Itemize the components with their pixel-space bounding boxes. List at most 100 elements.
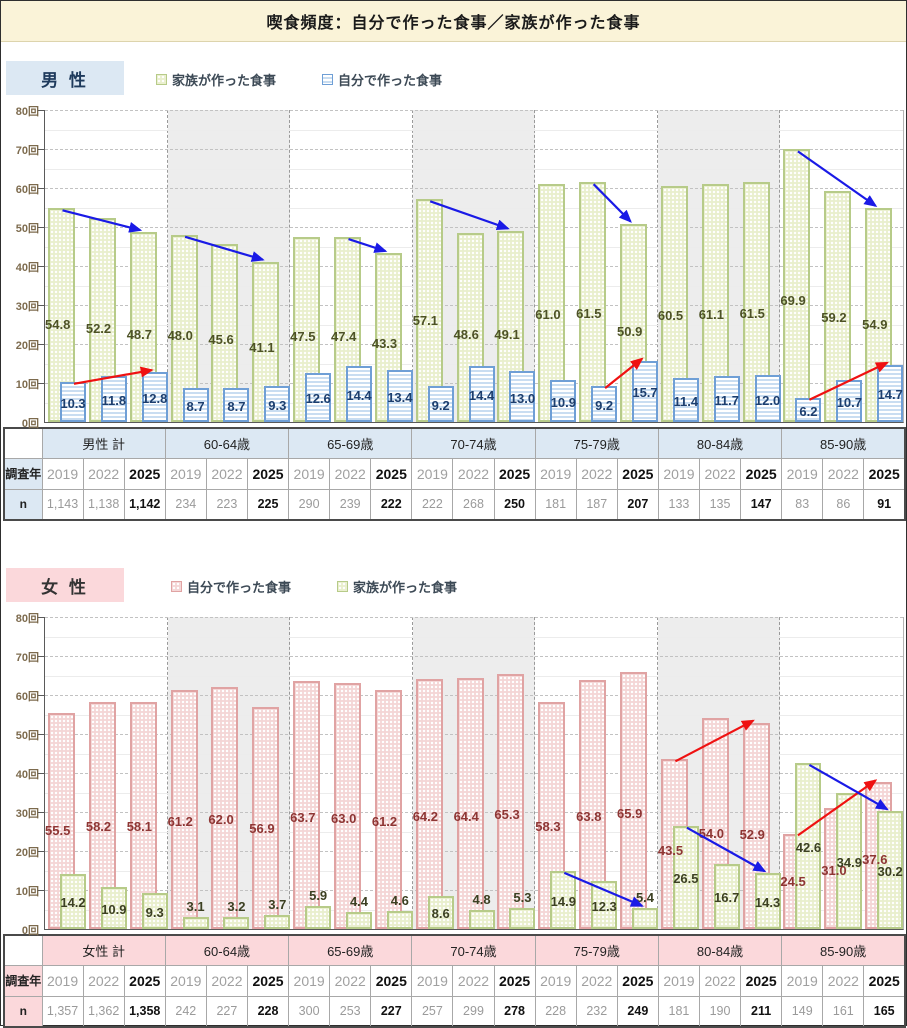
bar-value-label: 11.8 xyxy=(101,393,127,408)
axis-tickmark xyxy=(38,344,44,345)
bar-family xyxy=(346,911,372,929)
bar-value-label: 62.0 xyxy=(208,812,234,827)
year-cell: 2022 xyxy=(329,964,372,997)
category-header-cell: 女性 計 xyxy=(41,934,166,966)
bar-self xyxy=(456,677,484,929)
year-cell: 2022 xyxy=(329,457,372,490)
axis-tickmark xyxy=(38,188,44,189)
year-cell: 2025 xyxy=(370,457,413,490)
bar-self xyxy=(252,707,280,929)
bar-self xyxy=(497,674,525,929)
bar-self xyxy=(386,369,413,422)
axis-tickmark xyxy=(38,851,44,852)
year-cell: 2022 xyxy=(698,457,742,490)
year-cell: 2019 xyxy=(288,457,331,490)
category-header-cell: 75-79歳 xyxy=(534,427,659,459)
n-value-cell: 257 xyxy=(411,995,454,1028)
bar-value-label: 34.9 xyxy=(836,855,862,870)
category-header-cell: 60-64歳 xyxy=(164,427,290,459)
bar-value-label: 3.1 xyxy=(186,898,205,914)
gridline xyxy=(45,617,903,618)
year-cell: 2022 xyxy=(822,457,865,490)
bar-value-label: 11.4 xyxy=(673,394,699,409)
year-cell: 2019 xyxy=(781,457,824,490)
bar-value-label: 57.1 xyxy=(412,313,439,328)
category-header-cell: 男性 計 xyxy=(41,427,166,459)
n-value-cell: 227 xyxy=(370,995,413,1028)
bar-value-label: 12.0 xyxy=(754,393,781,408)
year-cell: 2019 xyxy=(657,457,701,490)
y-axis-tick-label: 80回 xyxy=(15,613,39,625)
bar-family xyxy=(713,863,740,929)
legend-item-family: 家族が作った食事 xyxy=(337,577,457,596)
gridline xyxy=(45,656,903,657)
bar-value-label: 14.7 xyxy=(877,387,903,402)
bar-family xyxy=(182,916,209,929)
bar-self xyxy=(754,375,781,422)
n-row-label: n xyxy=(3,995,43,1028)
bar-value-label: 59.2 xyxy=(821,310,847,325)
year-cell: 2022 xyxy=(82,457,125,490)
bar-value-label: 9.2 xyxy=(595,398,614,413)
bar-family xyxy=(415,199,443,422)
n-value-cell: 1,143 xyxy=(41,488,84,521)
year-cell: 2019 xyxy=(411,964,454,997)
y-axis-tick-label: 0回 xyxy=(21,925,39,937)
bar-value-label: 63.8 xyxy=(576,809,602,824)
bar-value-label: 13.0 xyxy=(509,391,536,406)
gridline xyxy=(45,110,903,111)
year-cell: 2025 xyxy=(863,964,906,997)
bar-family xyxy=(129,232,157,422)
bar-value-label: 3.2 xyxy=(227,898,246,914)
n-value-cell: 250 xyxy=(493,488,536,521)
bar-value-label: 54.8 xyxy=(45,317,71,332)
y-axis-tick-label: 60回 xyxy=(15,184,39,196)
n-value-cell: 239 xyxy=(329,488,372,521)
bar-self xyxy=(550,379,577,422)
category-header-cell: 80-84歳 xyxy=(657,934,783,966)
bar-self xyxy=(346,365,372,422)
year-cell: 2025 xyxy=(740,964,783,997)
year-cell: 2022 xyxy=(698,964,742,997)
n-value-cell: 268 xyxy=(452,488,495,521)
n-value-cell: 234 xyxy=(164,488,207,521)
bar-value-label: 54.0 xyxy=(698,826,725,841)
bar-value-label: 14.4 xyxy=(468,388,495,403)
table-n-row: n 1,357 1,362 1,358 242 227 228 300 253 227 257 299… xyxy=(3,995,906,1028)
gridline xyxy=(45,227,903,228)
n-value-cell: 91 xyxy=(863,488,906,521)
year-cell: 2019 xyxy=(534,964,577,997)
gridline xyxy=(45,188,903,189)
n-value-cell: 278 xyxy=(493,995,536,1028)
n-value-cell: 1,357 xyxy=(41,995,84,1028)
bar-value-label: 5.4 xyxy=(635,889,655,905)
page-title: 喫食頻度：自分で作った食事／家族が作った食事 xyxy=(1,1,906,42)
n-row-label: n xyxy=(3,488,43,521)
bar-self xyxy=(60,381,86,422)
bar-self xyxy=(374,690,402,929)
bar-family xyxy=(632,907,658,929)
bar-self xyxy=(264,385,291,422)
n-value-cell: 211 xyxy=(740,995,783,1028)
self-swatch-icon xyxy=(322,74,334,85)
bar-value-label: 11.7 xyxy=(714,393,739,408)
axis-tickmark xyxy=(38,305,44,306)
y-axis-tick-label: 30回 xyxy=(15,301,39,313)
self-swatch-icon xyxy=(171,581,182,592)
bar-value-label: 4.4 xyxy=(349,893,369,909)
bar-value-label: 3.7 xyxy=(268,896,287,912)
bar-value-label: 61.0 xyxy=(535,307,561,322)
bar-value-label: 48.0 xyxy=(167,328,193,343)
gridline xyxy=(45,207,903,209)
n-value-cell: 207 xyxy=(616,488,659,521)
year-cell: 2019 xyxy=(288,964,331,997)
bar-value-label: 45.6 xyxy=(208,332,234,347)
axis-tickmark xyxy=(38,656,44,657)
n-value-cell: 228 xyxy=(534,995,577,1028)
bar-self xyxy=(632,360,658,422)
bar-family xyxy=(468,910,495,929)
bar-value-label: 10.9 xyxy=(550,395,576,410)
y-axis-tick-label: 70回 xyxy=(15,145,39,157)
year-cell: 2025 xyxy=(246,457,290,490)
